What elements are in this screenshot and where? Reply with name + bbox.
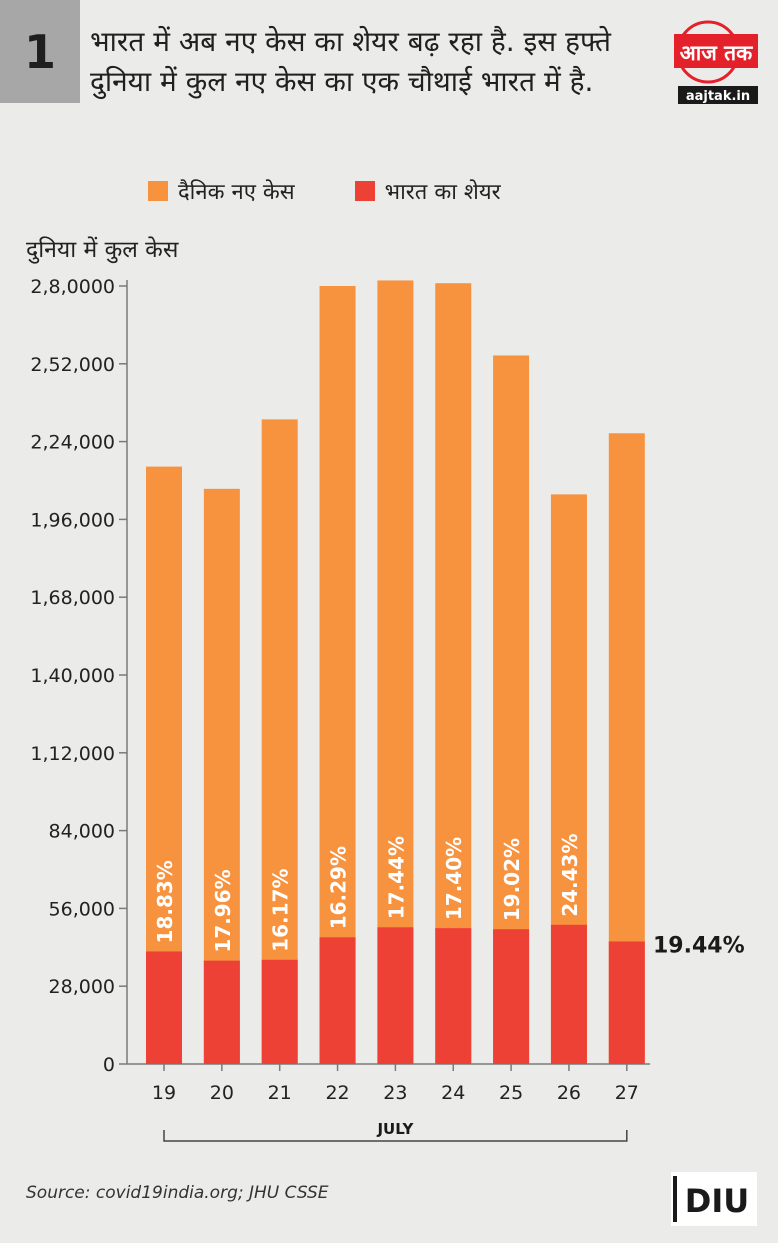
x-tick-label: 25 bbox=[499, 1082, 523, 1104]
y-tick-label: 2,52,000 bbox=[30, 354, 115, 376]
month-bracket bbox=[163, 1130, 628, 1142]
aajtak-logo: आज तक aajtak.in bbox=[674, 20, 758, 104]
share-label: 17.44% bbox=[384, 836, 408, 919]
y-tick-label: 0 bbox=[103, 1054, 115, 1076]
x-tick-label: 26 bbox=[557, 1082, 581, 1104]
share-label: 18.83% bbox=[153, 860, 177, 943]
diu-logo: DIU bbox=[671, 1172, 757, 1226]
share-label: 24.43% bbox=[558, 833, 582, 916]
bar-india-share bbox=[377, 927, 414, 1064]
x-tick-label: 23 bbox=[383, 1082, 407, 1104]
x-tick-label: 19 bbox=[152, 1082, 176, 1104]
y-tick-label: 1,40,000 bbox=[30, 665, 115, 687]
bar-india-share bbox=[203, 960, 240, 1064]
y-tick-label: 1,68,000 bbox=[30, 587, 115, 609]
headline: भारत में अब नए केस का शेयर बढ़ रहा है. इ… bbox=[90, 25, 612, 98]
legend-label-share: भारत का शेयर bbox=[384, 180, 501, 205]
y-tick-label: 1,12,000 bbox=[30, 743, 115, 765]
bar-india-share bbox=[435, 928, 472, 1064]
logo-url: aajtak.in bbox=[686, 89, 750, 104]
logo-red-block bbox=[674, 34, 758, 68]
legend: दैनिक नए केस भारत का शेयर bbox=[148, 176, 561, 206]
legend-item-share: भारत का शेयर bbox=[354, 176, 501, 206]
x-tick-label: 20 bbox=[210, 1082, 234, 1104]
y-tick-label: 2,8,0000 bbox=[30, 276, 115, 298]
y-tick-label: 28,000 bbox=[49, 976, 115, 998]
y-tick-label: 2,24,000 bbox=[30, 432, 115, 454]
legend-swatch-daily bbox=[148, 181, 168, 201]
bar-india-share bbox=[493, 929, 530, 1064]
bar-daily-cases bbox=[261, 419, 298, 1064]
bar-india-share bbox=[550, 924, 587, 1064]
diu-logo-bg bbox=[671, 1172, 757, 1226]
y-axis-title: दुनिया में कुल केस bbox=[26, 237, 179, 263]
share-label: 16.17% bbox=[269, 868, 293, 951]
x-tick-label: 24 bbox=[441, 1082, 465, 1104]
x-tick-label: 27 bbox=[615, 1082, 639, 1104]
legend-swatch-share bbox=[354, 181, 375, 201]
bar-india-share bbox=[319, 937, 356, 1064]
logo-url-bar bbox=[678, 86, 758, 104]
share-label-last: 19.44% bbox=[653, 933, 745, 958]
y-tick-label: 84,000 bbox=[49, 821, 115, 843]
diu-logo-text: DIU bbox=[685, 1182, 749, 1220]
share-label: 16.29% bbox=[327, 846, 351, 929]
share-label: 19.02% bbox=[500, 838, 524, 921]
x-tick-label: 22 bbox=[325, 1082, 349, 1104]
legend-item-daily: दैनिक नए केस bbox=[148, 176, 295, 206]
source-note: Source: covid19india.org; JHU CSSE bbox=[26, 1183, 329, 1203]
share-label: 17.40% bbox=[442, 837, 466, 920]
bar-daily-cases bbox=[319, 286, 356, 1064]
share-label: 17.96% bbox=[211, 869, 235, 952]
y-tick-label: 1,96,000 bbox=[30, 509, 115, 531]
y-tick-label: 56,000 bbox=[49, 898, 115, 920]
bar-india-share bbox=[146, 951, 182, 1064]
bar-india-share bbox=[261, 959, 298, 1064]
chart-number-badge: 1 bbox=[0, 0, 80, 103]
diu-logo-bar bbox=[673, 1176, 677, 1222]
logo-name: आज तक bbox=[680, 41, 753, 65]
x-tick-label: 21 bbox=[268, 1082, 292, 1104]
bar-india-share bbox=[608, 941, 645, 1064]
legend-label-daily: दैनिक नए केस bbox=[178, 180, 295, 205]
x-axis-month-label: JULY bbox=[376, 1120, 414, 1138]
